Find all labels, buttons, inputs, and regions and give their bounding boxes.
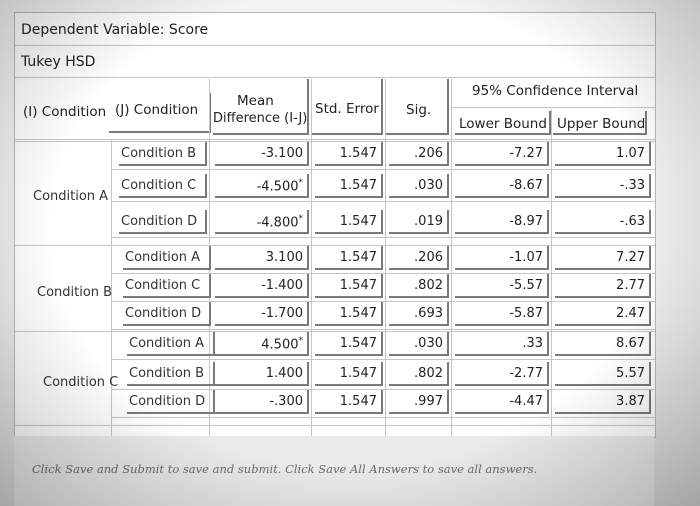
j-condition-cell: Condition B [129, 366, 205, 381]
mean-difference-cell: 4.500* [215, 336, 303, 352]
j-condition-cell: Condition D [129, 394, 206, 409]
mean-difference-cell: 3.100 [215, 250, 303, 265]
std-error-cell: 1.547 [339, 250, 377, 265]
mean-difference-cell: -3.100 [215, 146, 303, 161]
std-error-cell: 1.547 [339, 394, 377, 409]
group-label: Condition A [33, 189, 109, 204]
lower-bound-cell: -5.57 [509, 278, 543, 293]
mean-difference-cell: 1.400 [215, 366, 303, 381]
sig-cell: .997 [414, 394, 443, 409]
upper-bound-cell: 3.87 [616, 394, 645, 409]
upper-bound-cell: 2.77 [616, 278, 645, 293]
upper-bound-cell: 2.47 [616, 306, 645, 321]
upper-bound-cell: -.33 [619, 178, 645, 193]
std-error-cell: 1.547 [339, 214, 377, 229]
group-label: Condition B [37, 285, 113, 300]
lower-bound-cell: -5.87 [509, 306, 543, 321]
post-hoc-table: Dependent Variable: Score Tukey HSD (I) … [14, 12, 656, 438]
footer-note: Click Save and Submit to save and submit… [32, 462, 538, 476]
footer-bar [14, 436, 654, 506]
mean-difference-value: -1.400 [261, 278, 303, 293]
j-condition-cell: Condition D [121, 214, 198, 229]
mean-difference-value: -3.100 [261, 146, 303, 161]
dependent-variable-label: Dependent Variable: Score [21, 22, 209, 38]
significance-star: * [298, 336, 304, 346]
upper-bound-cell: -.63 [619, 214, 645, 229]
header-std-error: Std. Error [315, 101, 379, 117]
sig-cell: .206 [414, 146, 443, 161]
sig-cell: .802 [414, 366, 443, 381]
mean-difference-value: 3.100 [265, 250, 303, 265]
mean-difference-value: 4.500 [261, 337, 299, 353]
method-label: Tukey HSD [21, 54, 96, 70]
sig-cell: .019 [414, 214, 443, 229]
header-mean-diff-line1: Mean [237, 93, 274, 109]
mean-difference-value: -.300 [269, 394, 303, 409]
significance-star: * [298, 178, 304, 188]
mean-difference-cell: -4.500* [215, 178, 303, 194]
sig-cell: .802 [414, 278, 443, 293]
header-i-condition: (I) Condition [23, 104, 107, 120]
j-condition-cell: Condition A [125, 250, 201, 265]
lower-bound-cell: -8.67 [509, 178, 543, 193]
header-lower-bound: Lower Bound [459, 116, 547, 132]
j-condition-cell: Condition D [125, 306, 202, 321]
j-condition-cell: Condition C [125, 278, 201, 293]
j-condition-cell: Condition B [121, 146, 197, 161]
mean-difference-cell: -1.700 [215, 306, 303, 321]
header-mean-diff-line2: Difference (I-J) [213, 111, 308, 126]
upper-bound-cell: 1.07 [616, 146, 645, 161]
j-condition-cell: Condition A [129, 336, 205, 351]
header-j-condition: (J) Condition [115, 102, 199, 118]
lower-bound-cell: -2.77 [509, 366, 543, 381]
lower-bound-cell: -4.47 [509, 394, 543, 409]
upper-bound-cell: 7.27 [616, 250, 645, 265]
std-error-cell: 1.547 [339, 306, 377, 321]
std-error-cell: 1.547 [339, 366, 377, 381]
j-condition-cell: Condition C [121, 178, 197, 193]
lower-bound-cell: .33 [522, 336, 543, 351]
upper-bound-cell: 8.67 [616, 336, 645, 351]
mean-difference-cell: -4.800* [215, 214, 303, 230]
std-error-cell: 1.547 [339, 278, 377, 293]
lower-bound-cell: -8.97 [509, 214, 543, 229]
lower-bound-cell: -7.27 [509, 146, 543, 161]
mean-difference-cell: -1.400 [215, 278, 303, 293]
mean-difference-value: -4.500 [256, 179, 299, 195]
sig-cell: .206 [414, 250, 443, 265]
std-error-cell: 1.547 [339, 178, 377, 193]
sig-cell: .030 [414, 336, 443, 351]
group-label: Condition C [43, 375, 119, 390]
upper-bound-cell: 5.57 [616, 366, 645, 381]
mean-difference-cell: -.300 [215, 394, 303, 409]
header-confidence-interval: 95% Confidence Interval [472, 83, 639, 99]
sig-cell: .693 [414, 306, 443, 321]
mean-difference-value: -4.800 [256, 215, 299, 231]
significance-star: * [298, 214, 304, 224]
sig-cell: .030 [414, 178, 443, 193]
mean-difference-value: -1.700 [261, 306, 303, 321]
header-sig: Sig. [406, 102, 432, 118]
std-error-cell: 1.547 [339, 336, 377, 351]
header-upper-bound: Upper Bound [557, 116, 646, 132]
std-error-cell: 1.547 [339, 146, 377, 161]
lower-bound-cell: -1.07 [509, 250, 543, 265]
mean-difference-value: 1.400 [265, 366, 303, 381]
